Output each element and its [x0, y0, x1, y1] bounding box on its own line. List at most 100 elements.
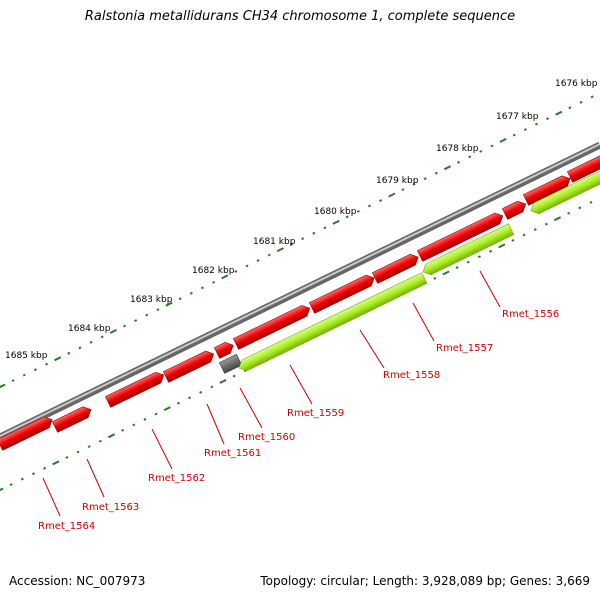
tick-mark: [433, 276, 437, 280]
gene-label[interactable]: Rmet_1563: [82, 502, 139, 513]
gene-arrow-forward[interactable]: [416, 210, 505, 262]
gene-arrow-forward[interactable]: [566, 152, 600, 183]
scale-labels: 1676 kbp 1677 kbp 1678 kbp 1679 kbp 1680…: [5, 79, 598, 361]
tick-mark: [479, 149, 483, 153]
tick-mark: [163, 406, 171, 412]
tick-mark: [234, 270, 238, 273]
gene-label[interactable]: Rmet_1556: [502, 309, 559, 320]
genome-summary: Topology: circular; Length: 3,928,089 bp…: [260, 574, 590, 588]
gene-label[interactable]: Rmet_1558: [383, 370, 440, 381]
gene-label[interactable]: Rmet_1562: [148, 473, 205, 484]
tick-mark: [455, 266, 459, 269]
leader-line: [42, 477, 61, 517]
tick-mark: [522, 233, 526, 237]
gene-arrow-forward[interactable]: [522, 173, 572, 206]
scale-label: 1679 kbp: [376, 176, 419, 186]
tick-mark: [367, 204, 371, 208]
gene-label[interactable]: Rmet_1560: [238, 432, 295, 443]
tick-mark: [568, 106, 572, 110]
tick-mark: [134, 319, 138, 322]
tick-mark: [107, 433, 116, 439]
tick-mark: [76, 450, 80, 454]
tick-mark: [188, 396, 192, 400]
gene-arrow-forward[interactable]: [371, 252, 420, 284]
tick-mark: [132, 423, 136, 427]
gene-label[interactable]: Rmet_1557: [436, 343, 493, 354]
gene-label-leaders: [42, 270, 501, 517]
tick-mark: [98, 439, 102, 443]
tick-mark: [45, 362, 49, 366]
gene-label[interactable]: Rmet_1561: [204, 448, 261, 459]
gene-arrow-forward[interactable]: [104, 370, 166, 408]
leader-line: [86, 458, 105, 498]
tick-mark: [345, 215, 349, 219]
tick-mark: [590, 95, 594, 99]
tick-mark: [122, 324, 127, 328]
tick-mark: [443, 165, 452, 171]
backbone-ring: [0, 141, 600, 441]
tick-mark: [468, 155, 472, 159]
tick-mark: [276, 247, 284, 253]
gene-arrow-reverse[interactable]: [420, 223, 515, 278]
tick-mark: [121, 428, 125, 432]
scale-label: 1680 kbp: [314, 207, 357, 217]
tick-mark: [567, 211, 571, 215]
scale-label: 1684 kbp: [68, 324, 111, 334]
gene-arrow-forward[interactable]: [0, 414, 55, 451]
gene-arrow-reverse[interactable]: [528, 170, 600, 217]
gene-arrow-forward[interactable]: [501, 199, 528, 220]
tick-mark: [78, 346, 82, 350]
tick-mark: [477, 255, 481, 259]
tick-mark: [434, 171, 438, 175]
scale-label: 1685 kbp: [5, 351, 48, 361]
tick-mark: [490, 144, 494, 148]
gene-label[interactable]: Rmet_1564: [38, 521, 95, 532]
gene-arrow-forward[interactable]: [213, 340, 235, 359]
tick-mark: [245, 264, 249, 268]
tick-mark: [579, 100, 583, 104]
tick-mark: [289, 242, 294, 246]
tick-mark: [210, 385, 214, 389]
tick-mark: [332, 219, 340, 225]
gene-arrow-reverse[interactable]: [236, 272, 428, 374]
tick-mark: [165, 301, 173, 307]
scale-label: 1683 kbp: [130, 295, 173, 305]
gene-label[interactable]: Rmet_1559: [287, 408, 344, 419]
tick-mark: [0, 487, 4, 492]
tick-mark: [11, 379, 15, 382]
tick-mark: [54, 356, 62, 362]
gene-arrow-forward[interactable]: [308, 272, 376, 314]
tick-mark: [401, 188, 405, 192]
outer-tick-marks: [0, 95, 594, 389]
gene-labels: Rmet_1556 Rmet_1557 Rmet_1558 Rmet_1559 …: [38, 309, 559, 532]
scale-label: 1678 kbp: [436, 144, 479, 154]
leader-line: [151, 428, 173, 470]
tick-mark: [589, 200, 593, 204]
tick-mark: [412, 182, 416, 186]
tick-mark: [512, 133, 516, 137]
tick-mark: [0, 383, 6, 389]
tick-mark: [555, 110, 563, 116]
tick-mark: [423, 177, 427, 181]
tick-mark: [442, 270, 450, 276]
tick-mark: [511, 238, 515, 242]
tick-mark: [498, 243, 506, 249]
tick-mark: [267, 253, 271, 257]
leader-line: [412, 302, 435, 342]
tick-mark: [65, 456, 69, 459]
gene-arrow-forward[interactable]: [162, 348, 216, 383]
gene-feature-other[interactable]: [218, 353, 243, 374]
tick-mark: [189, 291, 193, 295]
tick-mark: [200, 286, 204, 290]
tick-mark: [31, 472, 35, 476]
scale-label: 1677 kbp: [496, 112, 539, 122]
gene-arrow-forward[interactable]: [232, 303, 312, 350]
tick-mark: [301, 237, 305, 241]
tick-mark: [533, 228, 537, 231]
leader-line: [239, 387, 263, 429]
tick-mark: [9, 483, 13, 486]
tick-mark: [52, 460, 60, 466]
gene-arrow-forward[interactable]: [51, 404, 93, 433]
tick-mark: [100, 335, 104, 339]
